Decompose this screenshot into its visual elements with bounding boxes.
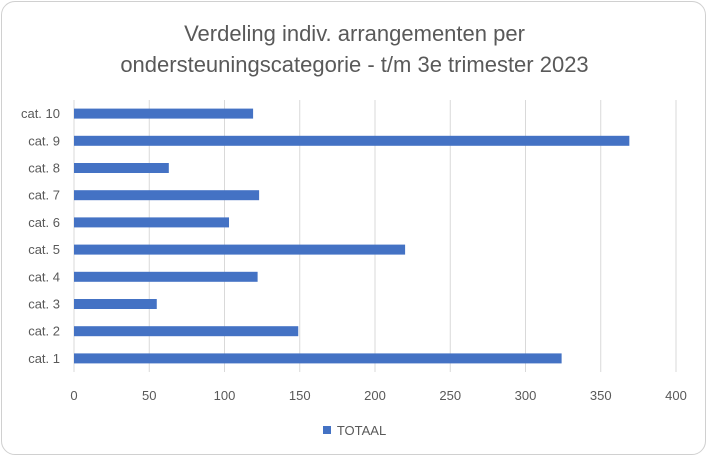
x-tick-label-400: 400 (665, 388, 687, 403)
legend-label-totaal: TOTAAL (336, 423, 387, 438)
y-tick-label-cat-6: cat. 6 (28, 215, 60, 230)
legend-swatch-totaal (322, 426, 331, 434)
x-tick-label-250: 250 (439, 388, 461, 403)
bar-cat-6 (74, 217, 230, 228)
chart-title-line-2: ondersteuningscategorie - t/m 3e trimest… (120, 52, 589, 77)
bar-cat-8 (74, 163, 169, 173)
y-tick-label-cat-5: cat. 5 (28, 242, 60, 257)
x-tick-label-0: 0 (70, 388, 77, 403)
y-tick-label-cat-3: cat. 3 (28, 297, 60, 312)
bar-cat-5 (74, 244, 406, 255)
chart-title-line-1: Verdeling indiv. arrangementen per (184, 21, 525, 46)
x-tick-label-100: 100 (214, 388, 236, 403)
x-tick-label-150: 150 (289, 388, 311, 403)
y-tick-label-cat-1: cat. 1 (28, 351, 60, 366)
bar-cat-9 (74, 135, 630, 146)
y-tick-label-cat-4: cat. 4 (28, 269, 60, 284)
y-tick-label-cat-7: cat. 7 (28, 188, 60, 203)
y-tick-label-cat-8: cat. 8 (28, 161, 60, 176)
y-tick-label-cat-2: cat. 2 (28, 324, 60, 339)
x-tick-label-350: 350 (590, 388, 612, 403)
bar-cat-10 (74, 108, 254, 119)
x-tick-label-300: 300 (515, 388, 537, 403)
bar-cat-4 (74, 271, 258, 282)
bar-cat-3 (74, 299, 157, 309)
bar-cat-1 (74, 353, 562, 364)
chart-title: Verdeling indiv. arrangementen per onder… (0, 18, 709, 80)
chart-legend: TOTAAL (0, 423, 709, 438)
bar-cat-7 (74, 190, 260, 201)
x-tick-label-200: 200 (364, 388, 386, 403)
x-tick-label-50: 50 (142, 388, 156, 403)
bar-cat-2 (74, 326, 299, 337)
y-tick-label-cat-9: cat. 9 (28, 133, 60, 148)
y-tick-label-cat-10: cat. 10 (21, 106, 60, 121)
